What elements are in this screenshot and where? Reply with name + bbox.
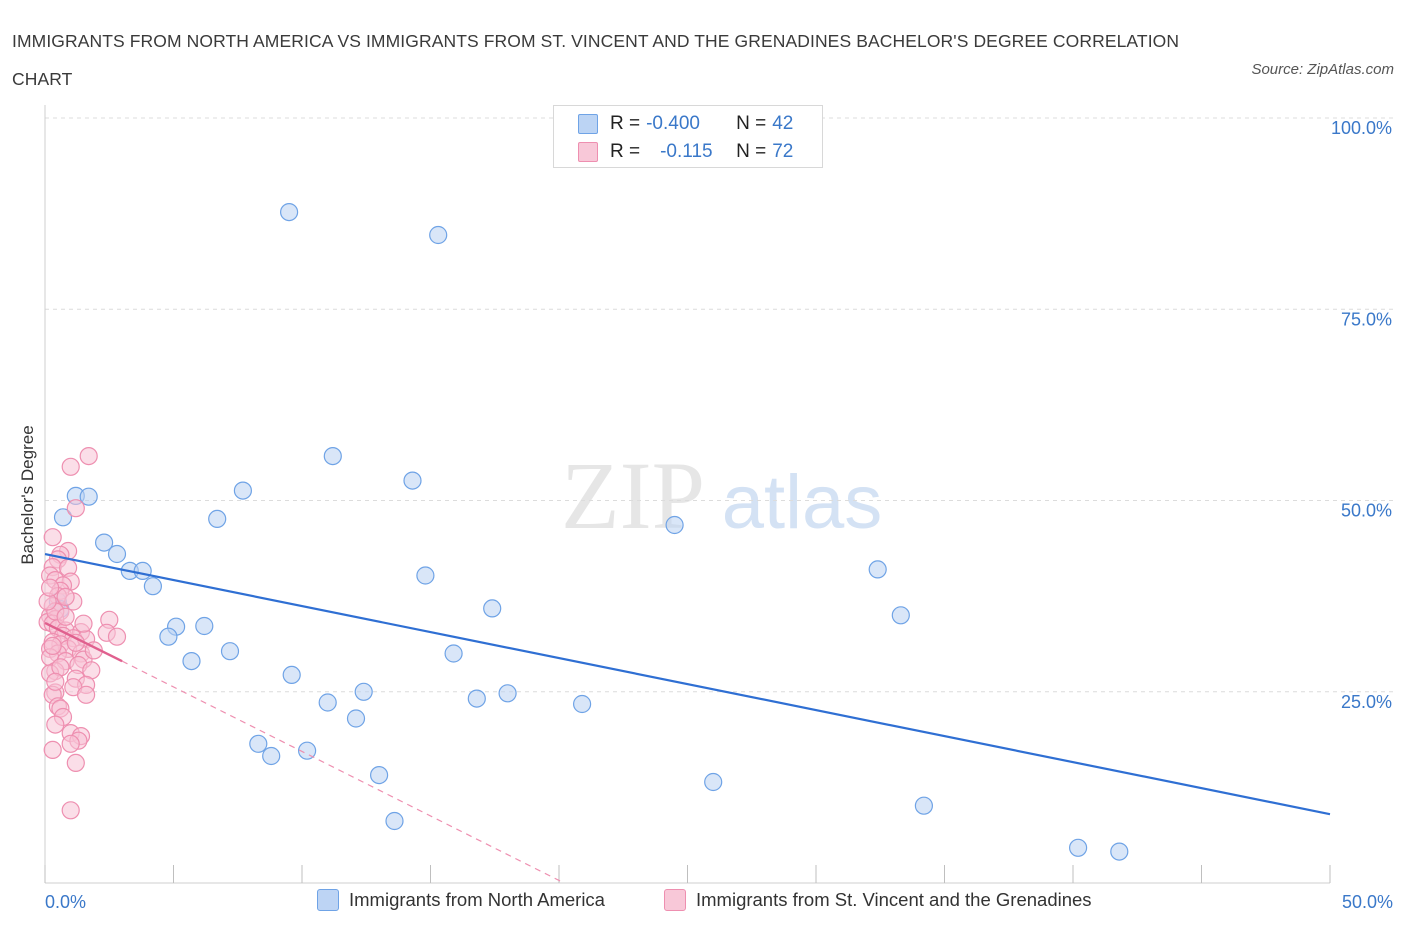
north-america-point — [444, 644, 463, 663]
north-america-point — [498, 684, 517, 703]
north-america-point — [429, 225, 448, 245]
st-vincent-point — [79, 447, 98, 466]
st-vincent-trendline — [44, 621, 123, 663]
r-label: R = — [610, 141, 641, 162]
st-vincent-point — [46, 672, 65, 691]
y-tick-label: 25.0% — [1341, 692, 1392, 712]
north-america-point — [280, 203, 299, 222]
legend-item-north-america[interactable]: Immigrants from North America — [317, 889, 605, 911]
north-america-point — [403, 471, 422, 490]
north-america-point — [220, 642, 240, 661]
r-value: -0.400 — [646, 113, 700, 134]
st-vincent-point — [56, 607, 75, 626]
north-america-point — [370, 765, 389, 785]
stats-legend-row-north-america: R = -0.400 N = 42 — [578, 111, 793, 137]
st-vincent-trendline-extension — [121, 660, 565, 884]
st-vincent-point — [56, 587, 75, 607]
st-vincent-legend-swatch — [664, 889, 686, 911]
north-america-point — [467, 689, 486, 708]
st-vincent-point — [43, 636, 62, 656]
north-america-point — [282, 665, 301, 685]
north-america-point — [53, 508, 73, 527]
st-vincent-point — [76, 685, 96, 704]
st-vincent-point — [43, 740, 62, 760]
legend-item-st-vincent[interactable]: Immigrants from St. Vincent and the Gren… — [664, 889, 1092, 911]
st-vincent-point — [66, 499, 85, 518]
st-vincent-point — [61, 801, 80, 820]
north-america-point — [891, 606, 910, 625]
n-label: N = — [736, 141, 767, 162]
y-axis-label: Bachelor's Degree — [18, 425, 37, 565]
north-america-point — [354, 682, 373, 701]
st-vincent-point — [74, 614, 93, 633]
y-tick-label: 100.0% — [1331, 118, 1392, 138]
north-america-swatch — [578, 114, 598, 134]
st-vincent-point — [66, 753, 85, 773]
stats-legend: R = -0.400 N = 42 R = -0.115 N = 72 — [553, 105, 823, 168]
north-america-point — [1110, 842, 1129, 861]
north-america-point — [233, 481, 252, 500]
st-vincent-point — [40, 578, 60, 597]
north-america-point — [1068, 838, 1088, 857]
n-label: N = — [736, 113, 767, 134]
st-vincent-point — [46, 715, 65, 734]
y-tick-label: 75.0% — [1341, 309, 1392, 329]
north-america-trendline — [44, 552, 1331, 816]
north-america-point — [385, 811, 404, 831]
north-america-point — [665, 515, 684, 535]
north-america-point — [143, 577, 162, 596]
st-vincent-point — [61, 457, 80, 476]
north-america-point — [346, 709, 366, 728]
north-america-point — [262, 746, 281, 766]
legend-label: Immigrants from North America — [349, 889, 605, 910]
x-tick-label: 0.0% — [45, 892, 86, 912]
n-value: 72 — [772, 141, 794, 162]
north-america-point — [182, 651, 201, 671]
watermark-atlas: atlas — [722, 460, 883, 545]
north-america-point — [249, 734, 268, 753]
north-america-point — [107, 544, 127, 564]
north-america-point — [572, 694, 592, 714]
north-america-point — [298, 741, 317, 760]
r-label: R = — [610, 113, 641, 134]
north-america-point — [208, 509, 227, 529]
stats-legend-row-st-vincent: R = -0.115 N = 72 — [578, 139, 793, 165]
north-america-point — [704, 772, 723, 792]
st-vincent-point — [107, 627, 127, 646]
y-tick-label: 50.0% — [1341, 501, 1392, 521]
chart-title: IMMIGRANTS FROM NORTH AMERICA VS IMMIGRA… — [12, 31, 1180, 89]
n-value: 42 — [772, 113, 794, 134]
north-america-point — [79, 487, 98, 506]
north-america-point — [318, 693, 337, 712]
north-america-point — [159, 627, 178, 646]
r-value: -0.115 — [660, 141, 713, 162]
st-vincent-point — [61, 734, 80, 753]
st-vincent-point — [43, 528, 62, 547]
north-america-point — [133, 561, 152, 581]
north-america-point — [483, 599, 502, 618]
x-tick-label: 50.0% — [1342, 892, 1393, 912]
watermark-zip: ZIP — [561, 442, 705, 549]
source-label: Source: ZipAtlas.com — [1251, 61, 1394, 78]
north-america-point — [195, 616, 214, 636]
north-america-legend-swatch — [317, 889, 339, 911]
north-america-point — [94, 533, 114, 552]
north-america-point — [868, 560, 887, 579]
north-america-point — [323, 447, 342, 466]
north-america-point — [416, 566, 435, 585]
st-vincent-swatch — [578, 142, 598, 162]
legend-label: Immigrants from St. Vincent and the Gren… — [696, 889, 1092, 910]
north-america-point — [914, 796, 934, 815]
